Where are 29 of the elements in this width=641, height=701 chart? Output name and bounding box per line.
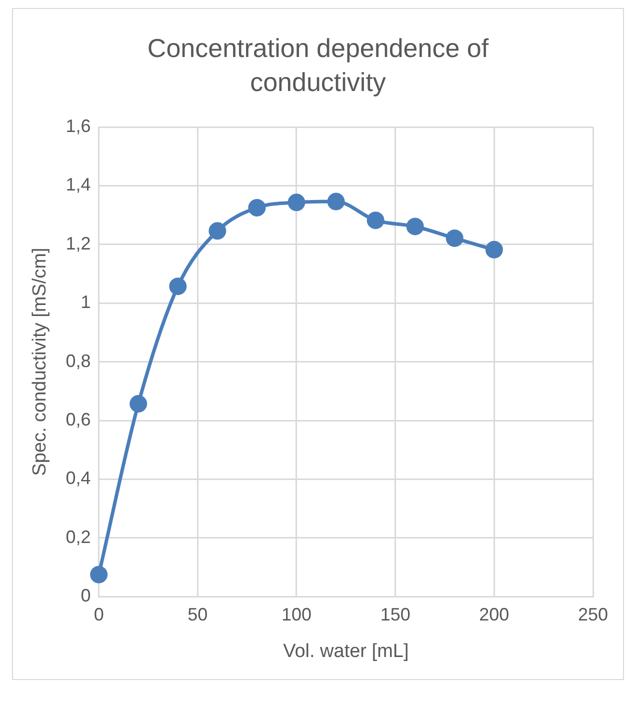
point [485,240,503,258]
point [327,192,345,210]
point [366,212,384,230]
x-tick-label: 50 [188,604,208,624]
y-axis-title: Spec. conductivity [mS/cm] [30,248,51,476]
y-tick-label: 1 [80,292,91,312]
point [90,566,108,584]
x-tick-label: 250 [578,604,608,624]
point [130,395,148,413]
point [406,218,424,236]
y-tick-label: 0 [80,586,91,606]
x-tick-label: 0 [94,604,104,624]
y-tick-label: 1,2 [66,233,91,254]
y-tick-label: 1,6 [66,116,91,136]
x-tick-label: 200 [479,604,510,624]
y-tick-label: 1,4 [66,174,91,195]
y-tick-label: 0,8 [66,350,91,371]
point [248,198,266,216]
y-tick-label: 0,2 [66,526,91,547]
chart-title: Concentration dependence of conductivity [146,32,490,99]
point [169,278,187,296]
y-tick-label: 0,6 [66,409,91,430]
x-tick-label: 100 [281,604,312,624]
x-tick-label: 150 [380,604,410,624]
point [446,229,464,247]
x-axis-title: Vol. water [mL] [283,640,409,662]
y-tick-label: 0,4 [66,468,91,488]
point [288,194,306,212]
point [208,222,226,240]
